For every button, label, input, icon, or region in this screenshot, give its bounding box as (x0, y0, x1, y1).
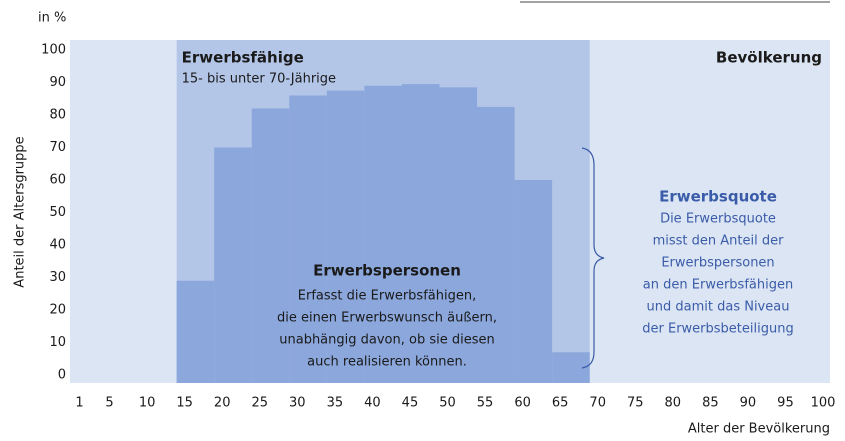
x-tick-label: 90 (740, 396, 757, 411)
y-tick-label: 40 (49, 238, 66, 253)
y-tick-label: 0 (58, 368, 66, 383)
annotation-line: Die Erwerbsquote (660, 212, 776, 227)
y-tick-label: 50 (49, 205, 66, 220)
bar (326, 90, 365, 383)
y-tick-label: 30 (49, 270, 66, 285)
series-label: Erwerbspersonen (313, 262, 461, 280)
y-tick-label: 80 (49, 108, 66, 123)
y-tick-label: 10 (49, 335, 66, 350)
x-tick-label: 5 (105, 396, 113, 411)
y-tick-label: 70 (49, 140, 66, 155)
x-tick-label: 100 (811, 396, 836, 411)
bar (401, 84, 440, 383)
x-tick-label: 15 (176, 396, 193, 411)
annotation-line: und damit das Niveau (647, 300, 790, 315)
bar (439, 87, 478, 383)
x-tick-label: 85 (702, 396, 719, 411)
bar (289, 95, 327, 383)
bar (214, 147, 252, 383)
x-tick-label: 20 (214, 396, 231, 411)
bar (514, 180, 553, 383)
annotation-line: misst den Anteil der (653, 234, 785, 249)
annotation-line: an den Erwerbsfähigen (643, 278, 793, 293)
x-tick-label: 25 (251, 396, 268, 411)
working-age-label: Erwerbsfähige (182, 49, 304, 67)
x-tick-label: 30 (289, 396, 306, 411)
population-label: Bevölkerung (716, 49, 822, 67)
brace (581, 147, 605, 369)
x-tick-label: 75 (627, 396, 644, 411)
x-tick-label: 95 (777, 396, 794, 411)
x-axis-label: Alter der Bevölkerung (688, 422, 830, 437)
y-tick-label: 60 (49, 173, 66, 188)
annotation-line: Erwerbspersonen (661, 256, 774, 271)
annotation-line: der Erwerbsbeteiligung (642, 322, 793, 337)
x-tick-label: 40 (364, 396, 381, 411)
x-tick-label: 65 (552, 396, 569, 411)
bar (251, 108, 290, 383)
x-tick-label: 1 (75, 396, 83, 411)
x-tick-label: 45 (402, 396, 419, 411)
unit-label: in % (38, 11, 66, 26)
x-tick-label: 50 (439, 396, 456, 411)
series-description: unabhängig davon, ob sie diesen (279, 333, 494, 348)
series-description: die einen Erwerbswunsch äußern, (277, 311, 497, 326)
x-tick-label: 80 (665, 396, 682, 411)
annotation-title: Erwerbsquote (659, 188, 777, 206)
y-tick-label: 90 (49, 75, 66, 90)
working-age-subtitle: 15- bis unter 70-Jährige (182, 72, 336, 87)
y-tick-label: 100 (41, 43, 66, 58)
x-tick-label: 10 (139, 396, 156, 411)
bar (176, 280, 215, 383)
bar (364, 85, 402, 383)
x-tick-label: 60 (514, 396, 531, 411)
y-axis-label: Anteil der Altersgruppe (13, 136, 28, 287)
series-description: auch realisieren können. (307, 355, 467, 370)
series-description: Erfasst die Erwerbsfähigen, (298, 289, 476, 304)
y-tick-label: 20 (49, 303, 66, 318)
x-tick-label: 35 (327, 396, 344, 411)
x-tick-label: 70 (589, 396, 606, 411)
x-tick-label: 55 (477, 396, 494, 411)
bar (477, 106, 515, 383)
